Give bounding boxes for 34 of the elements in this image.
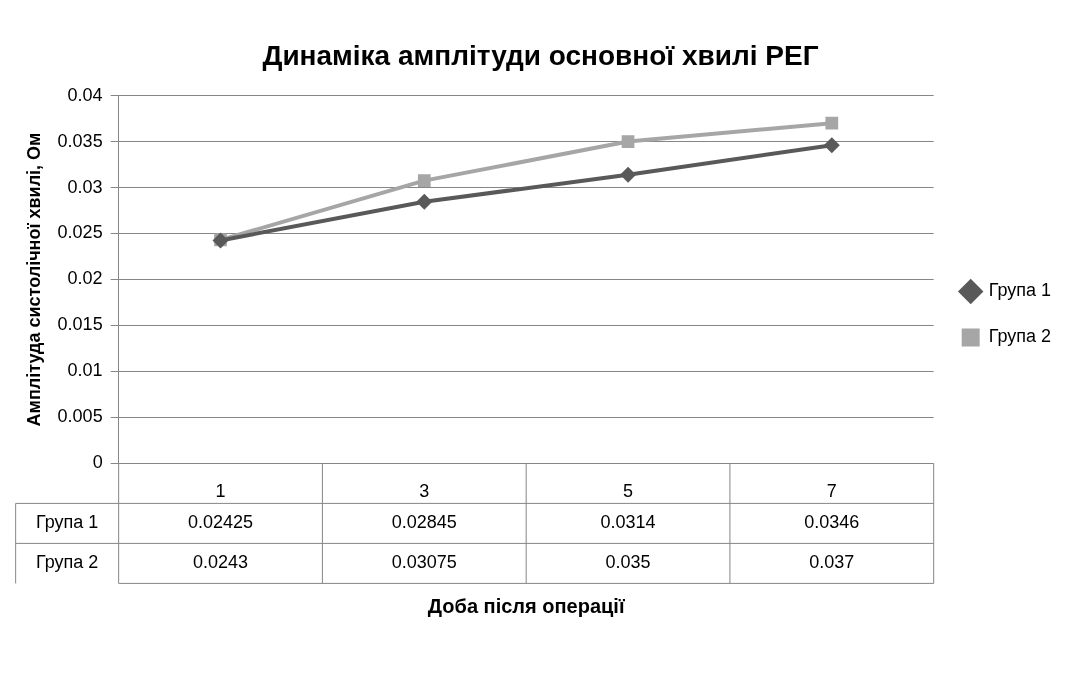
data-label: 0.035 bbox=[605, 552, 651, 573]
y-tick-label: 0.01 bbox=[67, 360, 103, 381]
data-label: 0.0314 bbox=[600, 512, 656, 533]
data-label: 0.037 bbox=[809, 552, 855, 573]
y-tick-label: 0.04 bbox=[67, 84, 103, 105]
point bbox=[621, 135, 635, 148]
y-axis-title: Амплітуда систолічної хвилі, Ом bbox=[23, 132, 44, 427]
point bbox=[825, 116, 839, 130]
data-label: 0.0346 bbox=[804, 512, 860, 533]
text: Група 2 bbox=[35, 552, 99, 573]
point bbox=[416, 193, 433, 210]
data-label: 0.02425 bbox=[187, 512, 254, 533]
point bbox=[620, 166, 637, 183]
x-tick-label: 3 bbox=[419, 481, 430, 502]
y-tick-label: 0.02 bbox=[67, 268, 103, 289]
x-axis-title: Доба після операції bbox=[427, 594, 625, 617]
data-label: 0.02845 bbox=[391, 512, 457, 533]
text: Група 1 bbox=[35, 512, 99, 533]
y-tick-label: 0 bbox=[92, 452, 103, 473]
x-tick-label: 1 bbox=[215, 481, 226, 502]
chart-title: Динаміка амплітуди основної хвилі РЕГ bbox=[262, 39, 819, 71]
x-tick-label: 5 bbox=[623, 481, 634, 502]
x-tick-label: 7 bbox=[826, 481, 837, 502]
data-label: 0.03075 bbox=[391, 552, 457, 573]
y-tick-label: 0.015 bbox=[57, 314, 103, 335]
y-tick-label: 0.005 bbox=[57, 406, 103, 427]
y-tick-label: 0.035 bbox=[57, 130, 103, 151]
y-tick-label: 0.025 bbox=[57, 222, 103, 243]
y-tick-label: 0.03 bbox=[67, 176, 103, 197]
data-label: 0.0243 bbox=[192, 552, 249, 573]
legend-label: Група 1 bbox=[988, 280, 1052, 301]
point bbox=[823, 137, 840, 154]
point bbox=[417, 174, 431, 188]
legend-label: Група 2 bbox=[988, 326, 1052, 347]
